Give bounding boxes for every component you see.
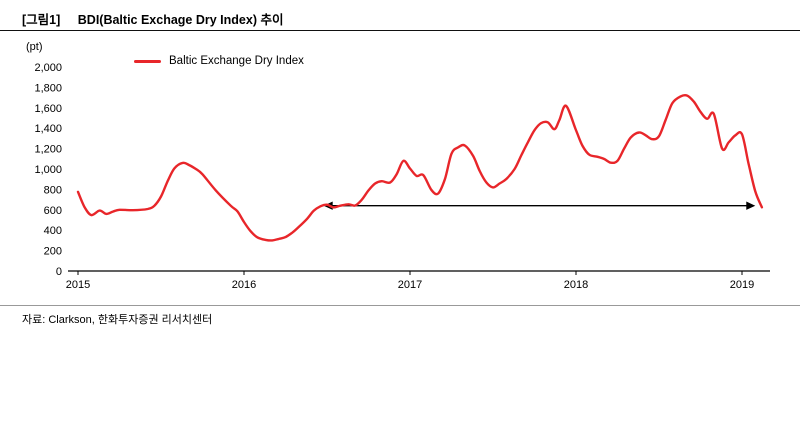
x-tick-label: 2018	[564, 279, 588, 291]
y-tick-label: 1,600	[34, 103, 62, 115]
header-divider	[0, 30, 800, 31]
y-tick-label: 1,000	[34, 164, 62, 176]
y-axis-unit-label: (pt)	[26, 41, 43, 53]
figure-label: [그림1]	[22, 13, 61, 27]
range-arrow-head-right	[746, 201, 756, 210]
y-tick-label: 200	[44, 246, 62, 258]
y-tick-label: 2,000	[34, 62, 62, 74]
y-tick-label: 800	[44, 184, 62, 196]
chart-canvas: 0 200 400 600 800 1,000 1,200 1,400 1,600 1,800 2,…	[34, 62, 770, 291]
legend-line-swatch	[134, 59, 161, 63]
footer-divider	[0, 305, 800, 306]
source-note: 자료: Clarkson, 한화투자증권 리서치센터	[22, 314, 213, 326]
y-tick-label: 1,400	[34, 123, 62, 135]
legend-label: Baltic Exchange Dry Index	[169, 55, 304, 67]
x-tick-label: 2015	[66, 279, 90, 291]
legend: Baltic Exchange Dry Index	[134, 55, 304, 67]
x-tick-label: 2017	[398, 279, 422, 291]
series-line	[76, 93, 764, 242]
x-tick-label: 2019	[730, 279, 754, 291]
y-tick-label: 1,200	[34, 144, 62, 156]
y-tick-label: 600	[44, 205, 62, 217]
page-title: BDI(Baltic Exchage Dry Index) 추이	[77, 13, 284, 27]
page-header: [그림1] BDI(Baltic Exchage Dry Index) 추이	[22, 9, 283, 28]
y-tick-label: 0	[56, 266, 62, 278]
x-tick-label: 2016	[232, 279, 256, 291]
y-tick-label: 1,800	[34, 82, 62, 94]
y-tick-label: 400	[44, 225, 62, 237]
